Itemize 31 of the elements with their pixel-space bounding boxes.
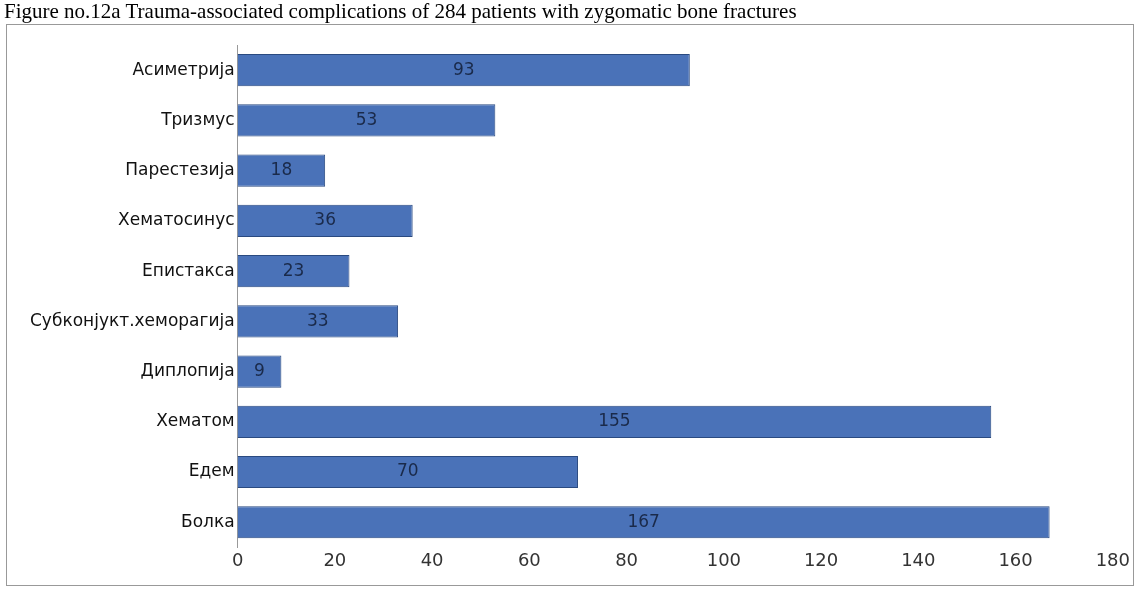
- x-tick-label: 100: [706, 548, 742, 570]
- x-tick-label: 120: [803, 548, 839, 570]
- data-label: 23: [282, 259, 305, 280]
- data-label: 36: [314, 209, 336, 230]
- x-tick-label: 40: [420, 548, 444, 570]
- y-tick-label: Хематосинус: [118, 209, 235, 230]
- data-label: 155: [598, 410, 631, 431]
- y-tick-label: Хематом: [156, 410, 235, 431]
- x-tick-label: 20: [323, 548, 347, 570]
- data-label: 18: [270, 159, 293, 180]
- y-tick-label: Едем: [188, 460, 235, 481]
- data-label: 53: [355, 108, 378, 129]
- y-tick-label: Болка: [181, 510, 235, 531]
- x-tick-label: 80: [615, 548, 639, 570]
- x-tick-label: 160: [998, 548, 1033, 570]
- x-tick-label: 180: [1095, 548, 1130, 570]
- y-tick-label: Парестезија: [125, 159, 235, 180]
- data-label: 33: [307, 309, 329, 330]
- x-tick-label: 60: [517, 548, 541, 570]
- chart-title: Figure no.12a Trauma-associated complications of 284 patients with zygomatic bone fractures: [3, 0, 798, 23]
- data-label: 167: [627, 510, 660, 531]
- x-tick-label: 140: [901, 548, 936, 570]
- y-tick-label: Епистакса: [142, 259, 235, 280]
- y-tick-label: Диплопија: [140, 359, 235, 380]
- x-tick-label: 0: [231, 548, 244, 570]
- y-tick-label: Тризмус: [160, 108, 235, 129]
- y-tick-label: Субконјукт.хеморагија: [29, 309, 235, 330]
- data-label: 9: [254, 359, 265, 380]
- data-label: 93: [452, 58, 475, 79]
- data-label: 70: [396, 460, 419, 481]
- y-tick-label: Асиметрија: [132, 58, 235, 79]
